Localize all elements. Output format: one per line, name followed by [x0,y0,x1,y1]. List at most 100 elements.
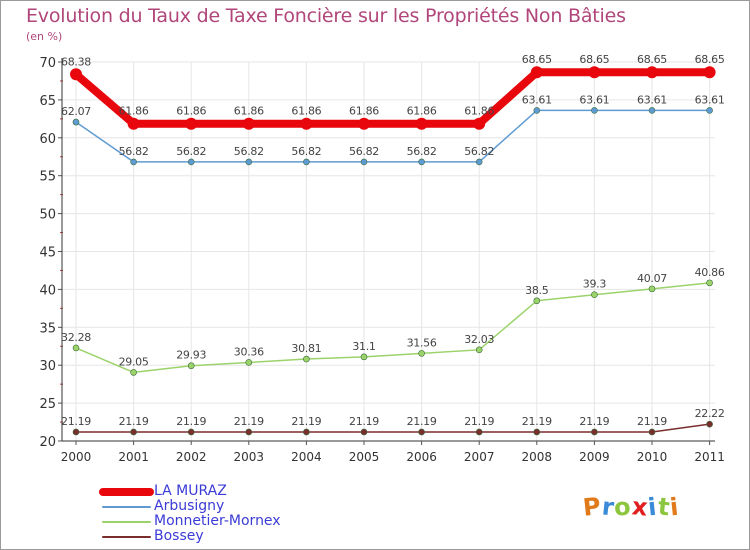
x-tick-label: 2011 [694,450,725,464]
legend-label: Arbusigny [154,498,225,514]
chart-unit: (en %) [26,30,63,43]
data-label: 68.65 [695,53,725,66]
data-label: 29.93 [176,349,206,362]
data-label: 30.81 [291,342,321,355]
data-label: 21.19 [61,415,91,428]
data-label: 61.86 [407,105,437,118]
data-label: 29.05 [119,355,149,368]
data-label: 68.65 [579,53,609,66]
data-point [706,279,713,287]
data-point [415,117,428,130]
data-point [187,362,195,370]
data-label: 21.19 [464,415,494,428]
data-label: 63.61 [637,93,667,106]
legend-swatches [99,488,154,538]
data-label: 61.86 [234,105,264,118]
data-point [533,107,541,114]
data-label: 56.82 [349,145,379,158]
data-point [703,66,716,79]
data-point [245,359,253,366]
data-label: 68.65 [637,53,667,66]
data-point [187,158,195,166]
data-point [533,428,541,436]
data-label: 61.86 [176,105,206,118]
data-label: 40.07 [637,272,667,285]
data-point [648,285,656,293]
y-tick-label: 25 [39,397,56,412]
chart-title: Evolution du Taux de Taxe Foncière sur l… [26,5,626,27]
data-point [475,346,483,354]
data-label: 38.5 [525,284,549,297]
series-layer [70,66,716,436]
data-point [646,66,658,79]
data-label: 56.82 [176,145,206,158]
x-tick-label: 2003 [234,450,265,464]
series-line [75,423,711,433]
data-point [473,117,486,130]
data-point [130,158,137,166]
data-point [475,158,483,166]
legend-label: LA MURAZ [154,483,227,499]
x-tick-label: 2010 [637,450,668,464]
x-tick-label: 2008 [522,450,553,464]
data-label: 56.82 [234,145,264,158]
data-point [303,158,310,166]
y-tick-label: 65 [39,94,56,109]
data-point [360,158,368,166]
data-label: 56.82 [119,145,149,158]
legend-label: Monnetier-Mornex [154,513,281,529]
x-tick-label: 2002 [176,450,207,464]
proxiti-logo: Proxiti [582,492,681,522]
data-point [187,428,195,436]
data-point [72,428,80,436]
y-tick-label: 35 [39,321,56,336]
data-point [242,117,255,130]
data-point [706,420,713,428]
data-point [245,428,253,436]
y-tick-label: 50 [39,208,56,223]
data-point [245,158,253,166]
data-point [591,291,598,299]
grid-layer [62,61,715,442]
data-label: 21.19 [522,415,552,428]
data-point [185,117,198,130]
data-label: 32.03 [464,333,494,346]
data-label: 21.19 [407,415,437,428]
data-point [127,117,140,130]
data-label: 21.19 [176,415,206,428]
data-label: 61.86 [464,105,494,118]
data-label: 21.19 [291,415,321,428]
data-point [72,118,80,126]
data-point [130,369,137,376]
data-point [588,66,601,79]
data-label: 39.3 [583,278,607,291]
data-point [303,355,310,363]
data-label: 31.1 [352,340,375,353]
data-label: 68.38 [61,55,91,68]
data-point [648,107,656,114]
logo-letter: i [668,492,681,522]
data-label: 63.61 [695,93,725,106]
data-label-layer: 68.38 61.86 61.86 61.86 61.86 61.86 61.86 61.86… [61,53,725,428]
data-point [475,428,483,436]
data-label: 63.61 [522,93,552,106]
data-point [533,297,541,305]
data-label: 63.61 [579,93,609,106]
data-label: 56.82 [291,145,321,158]
data-label: 21.19 [637,415,667,428]
y-tick-label: 20 [39,435,56,450]
series-line [75,282,711,374]
axis-layer: 20 25 30 35 40 45 50 55 60 65 70 2000 2001 2002 2003 20… [39,56,724,464]
y-tick-label: 30 [39,359,56,374]
x-tick-label: 2007 [464,450,495,464]
data-point [418,158,425,166]
data-label: 21.19 [579,415,609,428]
data-label: 62.07 [61,105,91,118]
data-label: 21.19 [119,415,149,428]
data-point [300,117,313,130]
data-label: 61.86 [119,105,149,118]
y-tick-label: 45 [39,246,56,261]
x-tick-label: 2009 [579,450,610,464]
data-label: 31.56 [407,336,437,349]
